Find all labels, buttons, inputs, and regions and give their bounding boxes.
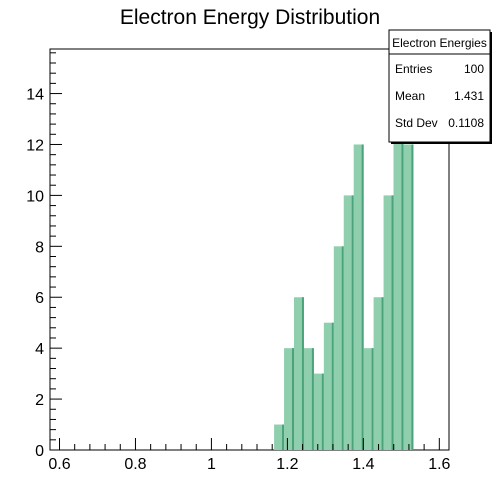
histogram-bar-fill bbox=[393, 93, 404, 451]
histogram-bar-fill bbox=[284, 348, 294, 450]
histogram-bar-fill bbox=[383, 195, 394, 450]
histogram-bar-edge bbox=[411, 144, 414, 450]
y-tick-label: 2 bbox=[35, 392, 44, 409]
histogram-bar bbox=[403, 144, 414, 450]
histogram-bar bbox=[393, 93, 404, 451]
y-tick-label: 0 bbox=[35, 443, 44, 460]
y-tick-label: 10 bbox=[26, 188, 44, 205]
histogram-bar-edge bbox=[291, 348, 294, 450]
histogram-bar-edge bbox=[321, 373, 324, 450]
histogram-bar-edge bbox=[301, 297, 304, 450]
chart-title: Electron Energy Distribution bbox=[120, 6, 380, 29]
stats-label-entries: Entries bbox=[395, 62, 432, 76]
y-tick-label: 4 bbox=[35, 341, 44, 358]
stats-value-entries: 100 bbox=[464, 62, 484, 76]
histogram-bar bbox=[313, 373, 324, 450]
x-tick-label: 1.2 bbox=[276, 456, 298, 473]
histogram-bar-fill bbox=[353, 144, 364, 450]
histogram-bar bbox=[373, 297, 384, 450]
stats-label-stddev: Std Dev bbox=[395, 116, 438, 130]
bars-group bbox=[274, 93, 414, 451]
histogram-bar-fill bbox=[343, 195, 354, 450]
y-tick-label: 14 bbox=[26, 87, 44, 104]
x-tick-label: 1.4 bbox=[352, 456, 374, 473]
histogram-bar-fill bbox=[403, 144, 414, 450]
histogram-bar-fill bbox=[313, 373, 324, 450]
histogram-bar bbox=[343, 195, 354, 450]
histogram-bar-fill bbox=[303, 348, 314, 450]
x-tick-label: 1.6 bbox=[428, 456, 450, 473]
stats-label-mean: Mean bbox=[395, 89, 425, 103]
y-tick-label: 8 bbox=[35, 239, 44, 256]
stats-box-frame bbox=[388, 29, 491, 143]
stats-box: Electron Energies Entries 100 Mean 1.431… bbox=[388, 29, 492, 144]
axes-group: 0.6 0.8 1 1.2 1.4 1.6 0 2 4 6 8 10 12 14 bbox=[26, 52, 451, 473]
histogram-bar bbox=[293, 297, 304, 450]
histogram-bar-edge bbox=[351, 195, 354, 450]
plot-frame bbox=[49, 48, 450, 451]
histogram-bar bbox=[274, 424, 285, 450]
histogram-bar-fill bbox=[363, 348, 374, 450]
histogram-bar-edge bbox=[311, 348, 314, 450]
histogram-bar-edge bbox=[371, 348, 374, 450]
histogram-bar-edge bbox=[381, 297, 384, 450]
histogram-bar-fill bbox=[333, 246, 344, 450]
histogram-bar-edge bbox=[331, 322, 334, 450]
histogram-bar-edge bbox=[401, 93, 404, 451]
stats-value-mean: 1.431 bbox=[454, 89, 484, 103]
histogram-bar-fill bbox=[373, 297, 384, 450]
stats-box-shadow-right bbox=[490, 32, 492, 144]
histogram-bar bbox=[284, 348, 294, 450]
y-tick-label: 6 bbox=[35, 290, 44, 307]
histogram-bar bbox=[303, 348, 314, 450]
stats-box-title: Electron Energies bbox=[392, 36, 487, 50]
histogram-bar bbox=[353, 144, 364, 450]
x-tick-label: 0.8 bbox=[124, 456, 146, 473]
histogram-bar-edge bbox=[282, 424, 285, 450]
x-tick-label: 0.6 bbox=[48, 456, 70, 473]
histogram-bar-edge bbox=[391, 195, 394, 450]
histogram-bar-edge bbox=[341, 246, 344, 450]
histogram-bar-fill bbox=[274, 424, 285, 450]
stats-box-shadow-bottom bbox=[391, 142, 492, 144]
histogram-bar-fill bbox=[293, 297, 304, 450]
histogram-bar bbox=[383, 195, 394, 450]
histogram-bar bbox=[323, 322, 334, 450]
histogram-bar-fill bbox=[323, 322, 334, 450]
histogram-bar bbox=[333, 246, 344, 450]
histogram-bar-edge bbox=[361, 144, 364, 450]
stats-value-stddev: 0.1108 bbox=[448, 116, 484, 130]
y-tick-label: 12 bbox=[26, 137, 44, 154]
x-tick-label: 1 bbox=[207, 456, 216, 473]
histogram-bar bbox=[363, 348, 374, 450]
